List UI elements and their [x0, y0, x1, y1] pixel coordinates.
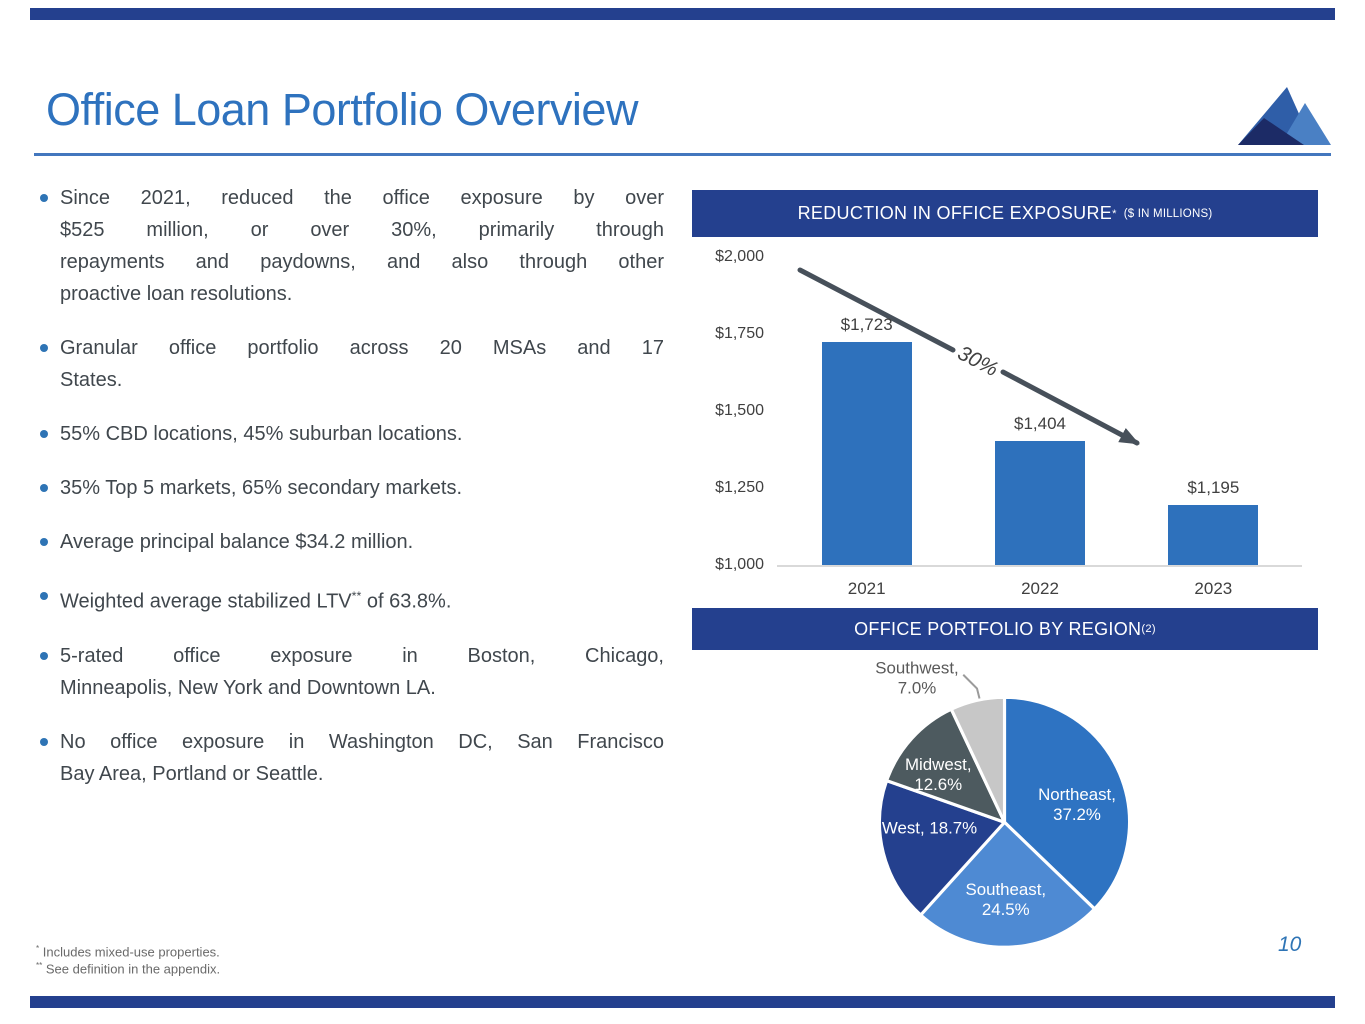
- bar-2023: [1168, 504, 1259, 565]
- bar-value-label: $1,404: [1014, 413, 1066, 433]
- y-axis-tick: $1,250: [715, 479, 764, 496]
- pie-slice-southwest: [949, 695, 1007, 824]
- text-line: $525 million, or over 30%, primarily thr…: [60, 219, 664, 241]
- trend-arrow-segment: [1000, 369, 1140, 446]
- pie-label-southwest: Southwest,: [875, 659, 958, 678]
- footnote-text: See definition in the appendix.: [42, 961, 221, 977]
- text-line: Since 2021, reduced the office exposure …: [60, 187, 664, 209]
- x-axis-tick: 2022: [1021, 579, 1059, 598]
- page-title: Office Loan Portfolio Overview: [46, 84, 638, 135]
- pie-slice-west: [877, 779, 1007, 917]
- text-line: Granular office portfolio across 20 MSAs…: [60, 337, 664, 359]
- text-line: Average principal balance $34.2 million.: [60, 531, 414, 553]
- bar-chart-title: REDUCTION IN OFFICE EXPOSURE: [797, 203, 1113, 223]
- x-axis-tick: 2021: [847, 579, 886, 598]
- list-item: Average principal balance $34.2 million.: [36, 526, 666, 558]
- bullet-text-post: of 63.8%.: [361, 590, 452, 613]
- pie-slice-midwest: [885, 707, 1007, 824]
- y-axis-tick: $2,000: [715, 248, 764, 265]
- text-line: States.: [60, 369, 123, 391]
- bar-2022: [995, 440, 1085, 565]
- text-line: 5-rated office exposure in Boston, Chica…: [60, 644, 664, 667]
- list-item: 55% CBD locations, 45% suburban location…: [36, 418, 666, 450]
- footnote: ** See definition in the appendix.: [36, 958, 220, 977]
- footnote: * Includes mixed-use properties.: [36, 941, 220, 960]
- page-number: 10: [1278, 933, 1302, 956]
- bullet-text: 35% Top 5 markets, 65% secondary markets…: [60, 472, 664, 504]
- bar-chart-title-footnote-marker: *: [1112, 207, 1117, 220]
- text-line: repayments and paydowns, and also throug…: [60, 251, 664, 273]
- text-line: 55% CBD locations, 45% suburban location…: [60, 423, 463, 445]
- bullet-text-pre: Weighted average stabilized LTV: [60, 590, 352, 613]
- pie-slice-southeast: [919, 820, 1097, 949]
- bullet-text: Since 2021, reduced the office exposure …: [60, 182, 664, 310]
- bar-chart-units: ($ IN MILLIONS): [1123, 207, 1213, 220]
- pie-label-southeast-value: 24.5%: [982, 900, 1030, 919]
- text-line: proactive loan resolutions.: [60, 283, 293, 305]
- bar-chart-header: REDUCTION IN OFFICE EXPOSURE * ($ IN MILLI…: [692, 190, 1318, 237]
- footnote-text: Includes mixed-use properties.: [39, 944, 220, 960]
- list-item: Granular office portfolio across 20 MSAs…: [36, 332, 666, 396]
- y-axis-tick: $1,500: [715, 402, 764, 419]
- text-line: Minneapolis, New York and Downtown LA.: [60, 676, 436, 699]
- bar-2021: [821, 342, 912, 565]
- pie-label-southeast: Southeast,: [965, 880, 1046, 899]
- footnote-marker: *: [36, 944, 40, 953]
- bar-chart: 30% $2,000 $1,750 $1,500 $1,250 $1,000 $1,723…: [692, 237, 1318, 608]
- bar-value-label: $1,195: [1187, 477, 1240, 497]
- pie-chart-header: OFFICE PORTFOLIO BY REGION (2): [692, 608, 1318, 650]
- bar-value-label: $1,723: [840, 315, 893, 335]
- pie-label-midwest: Midwest,: [905, 755, 972, 774]
- bullet-dot: [40, 538, 48, 546]
- title-underline: [34, 153, 1331, 156]
- bullet-dot: [40, 592, 48, 600]
- pie-chart-title-footnote-marker: (2): [1141, 623, 1156, 635]
- pie-leader-line: [962, 674, 981, 699]
- bullet-text: Granular office portfolio across 20 MSAs…: [60, 332, 664, 396]
- bullet-text: Weighted average stabilized LTV** of 63.…: [60, 580, 664, 618]
- footnote-marker: **: [36, 961, 43, 970]
- footnote-marker: **: [351, 589, 362, 603]
- bullet-text: 5-rated office exposure in Boston, Chica…: [60, 640, 664, 704]
- pie-label-southwest-value: 7.0%: [898, 679, 936, 698]
- y-axis-tick: $1,000: [715, 556, 764, 573]
- trend-arrow-segment: [797, 267, 956, 353]
- mountain-logo-icon: [1238, 87, 1331, 145]
- pie-chart: Northeast, 37.2% Southeast, 24.5% West, …: [875, 659, 1131, 949]
- trend-arrow: 30%: [797, 267, 1140, 446]
- bullet-dot: [40, 651, 48, 660]
- bullet-list: Since 2021, reduced the office exposure …: [36, 182, 666, 812]
- pie-label-midwest-value: 12.6%: [914, 775, 962, 794]
- bullet-text: No office exposure in Washington DC, San…: [60, 726, 664, 790]
- list-item: Weighted average stabilized LTV** of 63.…: [36, 580, 666, 618]
- pie-slice-northeast: [1002, 695, 1131, 911]
- pie-label-northeast-value: 37.2%: [1053, 805, 1101, 824]
- pie-label-northeast: Northeast,: [1038, 785, 1116, 804]
- list-item: 35% Top 5 markets, 65% secondary markets…: [36, 472, 666, 504]
- pie-label-west: West, 18.7%: [882, 819, 977, 838]
- bullet-text: 55% CBD locations, 45% suburban location…: [60, 418, 664, 450]
- pie-chart-title: OFFICE PORTFOLIO BY REGION: [854, 618, 1142, 639]
- x-axis-tick: 2023: [1194, 579, 1233, 598]
- list-item: 5-rated office exposure in Boston, Chica…: [36, 640, 666, 704]
- text-line: Bay Area, Portland or Seattle.: [60, 762, 324, 785]
- bullet-dot: [40, 737, 48, 746]
- bullet-dot: [40, 484, 48, 492]
- bullet-dot: [40, 344, 48, 352]
- bullet-dot: [40, 430, 48, 438]
- list-item: Since 2021, reduced the office exposure …: [36, 182, 666, 310]
- bullet-text: Average principal balance $34.2 million.: [60, 526, 664, 558]
- y-axis-tick: $1,750: [715, 325, 764, 342]
- trend-annotation: 30%: [954, 342, 1002, 382]
- top-accent-bar: [30, 8, 1335, 20]
- x-axis-line: [777, 565, 1302, 567]
- text-line: 35% Top 5 markets, 65% secondary markets…: [60, 477, 463, 499]
- bottom-accent-bar: [30, 996, 1335, 1008]
- list-item: No office exposure in Washington DC, San…: [36, 726, 666, 790]
- bullet-dot: [40, 194, 48, 202]
- text-line: No office exposure in Washington DC, San…: [60, 730, 664, 753]
